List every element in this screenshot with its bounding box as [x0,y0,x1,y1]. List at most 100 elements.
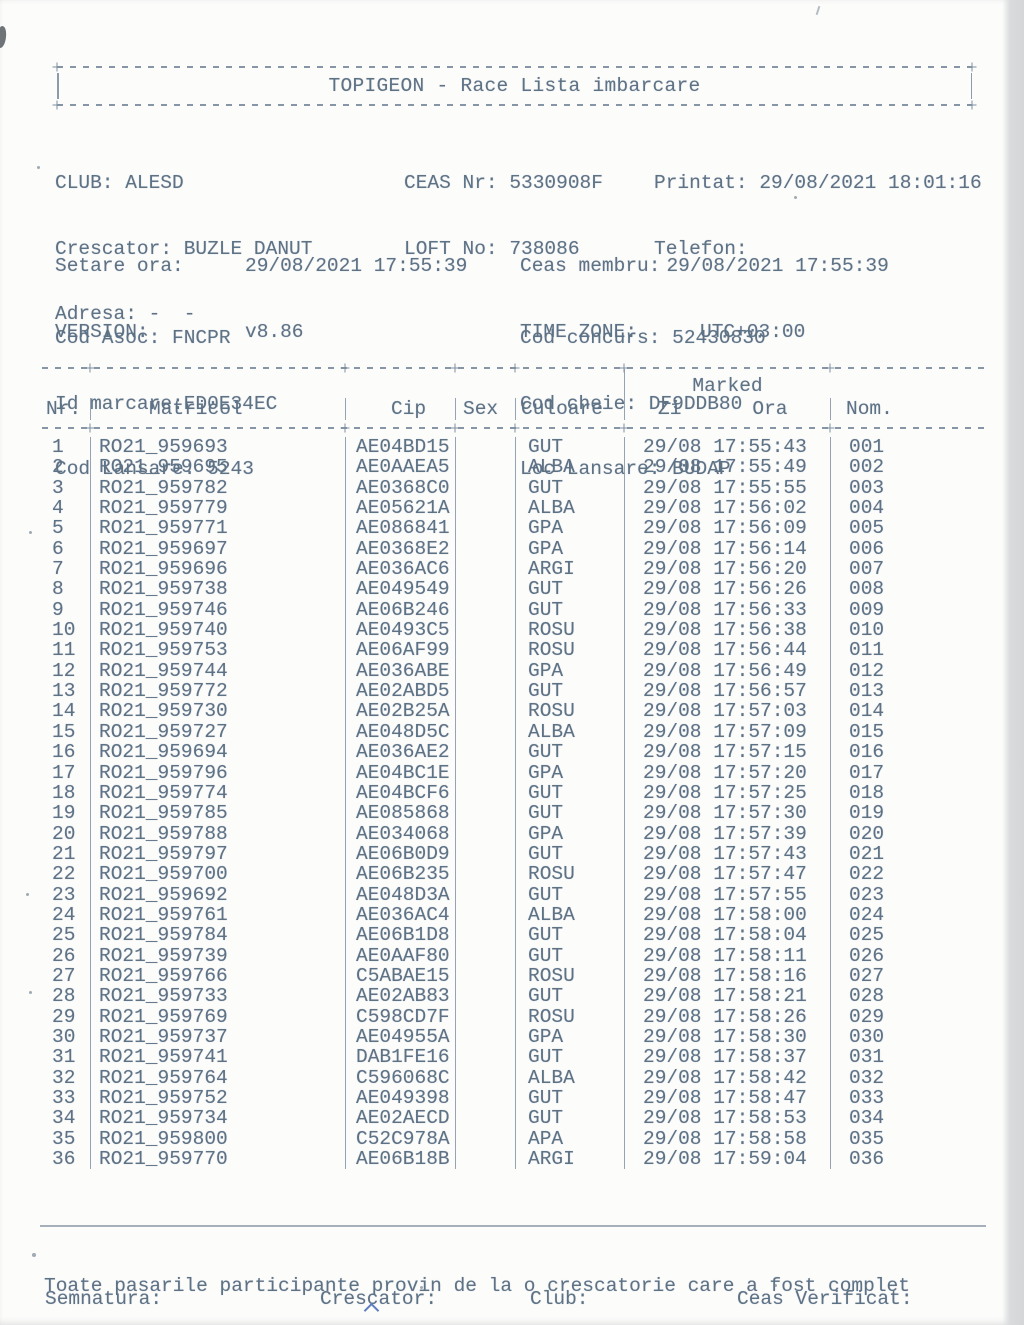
cell-cip: AE0368E2 [345,538,455,559]
cell-cip: AE06B1D8 [345,925,455,946]
cell-matricol: RO21_959741 [90,1047,345,1068]
cell-nom: 019 [830,803,986,824]
table-row: 34 RO21_959734 AE02AECD GUT 29/08 17:58:… [42,1107,986,1130]
cell-culoare: GUT [515,579,624,600]
table-row: 30 RO21_959737 AE04955A GPA 29/08 17:58:… [42,1027,986,1048]
cell-marked: 29/08 17:57:25 [624,782,830,803]
cell-culoare: GUT [515,782,624,803]
cell-matricol: RO21_959761 [90,905,345,925]
cell-sex [455,823,515,844]
cell-nr: 28 [52,985,76,1008]
scan-speck [26,893,29,896]
cell-sex [455,1047,515,1068]
cell-culoare: APA [515,1128,624,1149]
cell-nom: 001 [830,437,986,457]
boarding-table: Nr. Matricol Cip Sex Culoare Marked Zi O… [42,363,986,1170]
cell-matricol: RO21_959727 [90,721,345,742]
cell-cip: AE036AC4 [345,905,455,925]
table-row: 21 RO21_959797 AE06B0D9 GUT 29/08 17:57:… [42,843,986,864]
cell-matricol: RO21_959738 [90,579,345,600]
cell-sex [455,538,515,560]
cell-nom: 023 [830,884,986,905]
cell-matricol: RO21_959796 [90,762,345,783]
cell-sex [455,599,515,621]
cell-nom: 034 [830,1108,986,1129]
header-marked: Marked [692,375,763,397]
cell-nom: 026 [830,945,986,966]
box-left-border [57,73,59,99]
cell-cip: AE036AE2 [345,742,455,763]
cell-nom: 006 [830,538,986,559]
print-info-block: Printat: 29/08/2021 18:01:16 Telefon: [654,129,982,304]
rule-cross [510,363,520,373]
cell-cip: AE0AAF80 [345,945,455,966]
ceas-membru-value: 29/08/2021 17:55:39 [666,255,889,277]
club-signature-label: Club: [530,1288,589,1310]
cell-nom: 002 [830,457,986,478]
ceas-verificat-label: Ceas Verificat: [737,1288,913,1310]
cell-cip: AE036AC6 [345,559,455,579]
cell-nom: 017 [830,762,986,783]
rule-cross [85,423,95,433]
cell-cip: AE048D5C [345,721,455,742]
cell-marked: 29/08 17:58:04 [624,925,830,946]
cell-nr: 33 [52,1087,76,1109]
header-nr: Nr. [46,398,82,420]
box-corner-cross [967,100,977,110]
cell-nr: 13 [52,680,76,703]
table-row: 23 RO21_959692 AE048D3A GUT 29/08 17:57:… [42,884,986,905]
cell-nom: 024 [830,905,986,925]
cell-marked: 29/08 17:58:26 [624,1006,830,1027]
cell-marked: 29/08 17:58:58 [624,1128,830,1149]
cell-sex [455,1149,515,1170]
scan-edge-shadow [1002,0,1024,1325]
cell-sex [455,559,515,580]
cod-asoc-value: FNCPR [172,327,231,349]
cod-lansare-label: Cod Lansare: [55,458,196,480]
cell-culoare: GPA [515,518,624,539]
vaccination-declaration: Toate pasarile participante provin de la… [44,1231,910,1325]
club-info-block: CLUB: ALESD Crescator: BUZLE DANUT Adresa:… [55,129,312,370]
scan-speck [32,1253,36,1257]
loft-no-label: LOFT No: [404,237,498,260]
cell-sex [455,1088,515,1109]
timezone-label: TIME ZONE: [520,320,638,343]
club-value: ALESD [125,172,184,194]
cell-nr: 3 [52,476,64,499]
cell-matricol: RO21_959697 [90,538,345,559]
cell-sex [455,518,515,539]
cell-matricol: RO21_959733 [90,986,345,1007]
cell-culoare: ROSU [515,966,624,986]
table-row: 4 RO21_959779 AE05621A ALBA 29/08 17:56:… [42,498,986,519]
cell-nr: 29 [52,1005,76,1028]
cell-marked: 29/08 17:58:16 [624,966,830,986]
cell-nom: 027 [830,966,986,986]
cell-marked: 29/08 17:57:43 [624,843,830,864]
crescator-signature-label: Crescator: [320,1288,438,1310]
cell-marked: 29/08 17:58:42 [624,1067,830,1088]
cell-nr: 34 [52,1107,76,1130]
table-row: 20 RO21_959788 AE034068 GPA 29/08 17:57:… [42,823,986,844]
cell-matricol: RO21_959739 [90,945,345,966]
cell-nr: 16 [52,741,76,764]
table-row: 36 RO21_959770 AE06B18B ARGI 29/08 17:59… [42,1149,986,1170]
table-row: 31 RO21_959741 DAB1FE16 GUT 29/08 17:58:… [42,1047,986,1068]
cell-culoare: GUT [515,599,624,620]
table-row: 14 RO21_959730 AE02B25A ROSU 29/08 17:57… [42,701,986,722]
table-row: 28 RO21_959733 AE02AB83 GUT 29/08 17:58:… [42,985,986,1008]
cell-sex [455,681,515,702]
cell-marked: 29/08 17:56:44 [624,640,830,661]
cod-concurs-value: 52430830 [672,327,766,349]
cell-matricol: RO21_959692 [90,884,345,905]
cell-cip: AE04955A [345,1027,455,1047]
cell-nr: 10 [52,619,76,642]
scan-speck [815,5,821,16]
cell-matricol: RO21_959752 [90,1088,345,1108]
cell-matricol: RO21_959730 [90,701,345,722]
cell-marked: 29/08 17:58:11 [624,945,830,966]
cell-matricol: RO21_959740 [90,620,345,640]
cell-nom: 028 [830,986,986,1007]
cell-marked: 29/08 17:57:15 [624,742,830,763]
cell-sex [455,742,515,763]
